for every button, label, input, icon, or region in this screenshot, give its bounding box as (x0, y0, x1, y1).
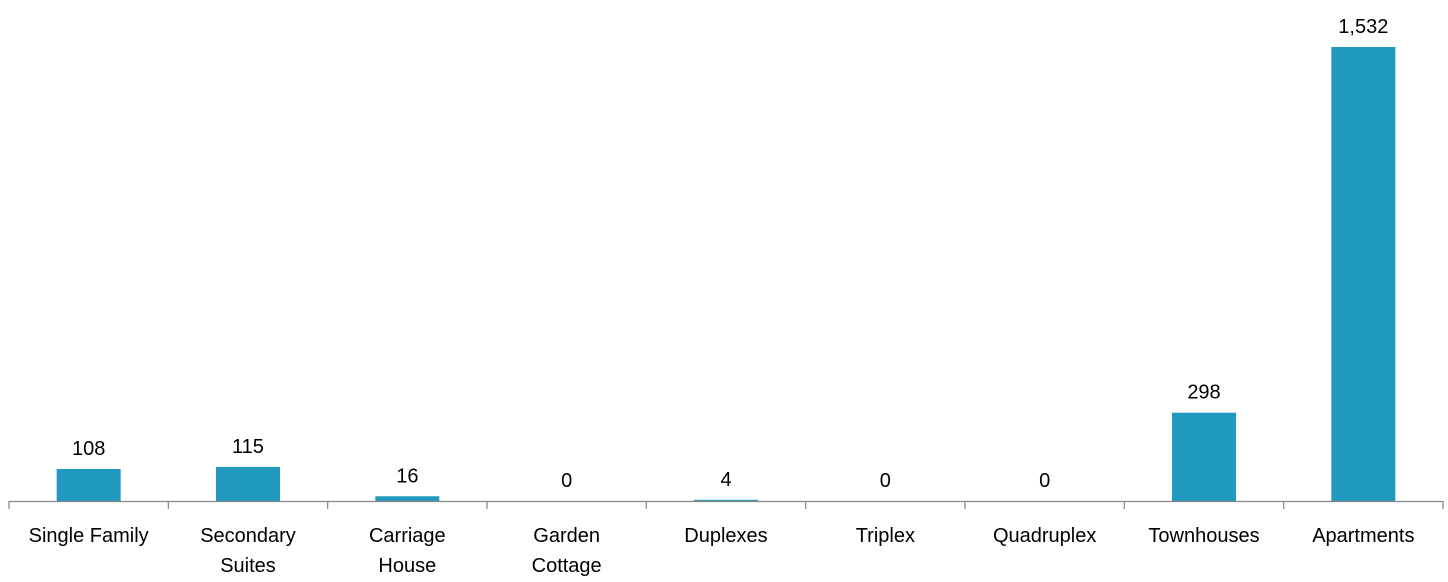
category-labels-group: Single Family Secondary Suites Carriage Hous… (29, 525, 1415, 577)
category-label: Secondary (200, 525, 296, 547)
category-label: Suites (220, 555, 276, 577)
category-label: Carriage (369, 525, 446, 547)
data-label: 298 (1187, 382, 1220, 404)
category-label: Quadruplex (993, 525, 1096, 547)
data-label: 0 (880, 470, 891, 492)
category-label: Duplexes (684, 525, 767, 547)
x-axis (8, 500, 1444, 509)
category-label: Triplex (856, 525, 915, 547)
data-labels-group: 108 115 16 0 4 0 0 298 1,532 (72, 16, 1388, 492)
category-label: Garden (533, 525, 600, 547)
bars-group (56, 47, 1396, 501)
data-label: 115 (232, 436, 264, 458)
category-label: House (378, 555, 436, 577)
bar-single-family (56, 468, 121, 501)
data-label: 16 (396, 465, 418, 487)
bar-secondary-suites (216, 466, 280, 501)
data-label: 108 (72, 438, 105, 460)
bar-carriage-house (375, 496, 440, 501)
data-label: 1,532 (1338, 16, 1388, 38)
bar-townhouses (1172, 412, 1236, 501)
bar-duplexes (694, 499, 758, 501)
data-label: 4 (720, 469, 731, 491)
category-label: Apartments (1312, 525, 1414, 547)
data-label: 0 (1039, 470, 1050, 492)
category-label: Single Family (29, 525, 149, 547)
category-label: Cottage (532, 555, 602, 577)
data-label: 0 (561, 470, 572, 492)
bar-apartments (1331, 47, 1396, 501)
category-label: Townhouses (1148, 525, 1259, 547)
